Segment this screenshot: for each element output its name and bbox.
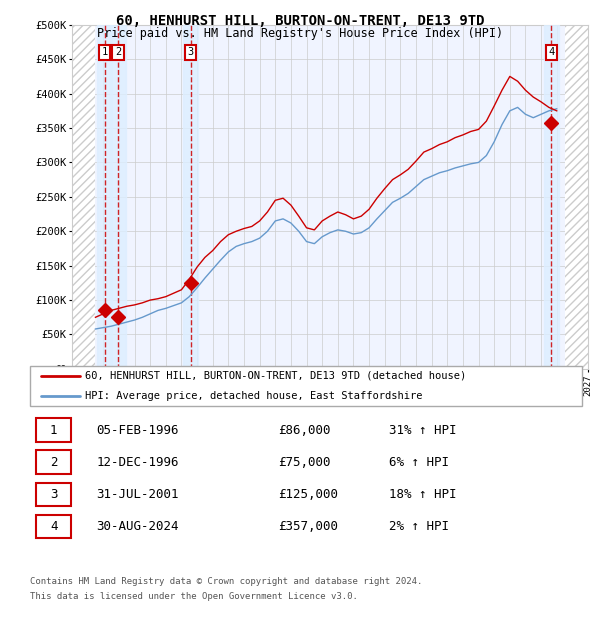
Text: 30-AUG-2024: 30-AUG-2024 [96,520,179,533]
FancyBboxPatch shape [35,515,71,538]
Text: 6% ↑ HPI: 6% ↑ HPI [389,456,449,469]
Bar [565,25,588,369]
Text: £86,000: £86,000 [278,423,331,436]
Text: £125,000: £125,000 [278,488,338,500]
Text: 1: 1 [50,423,58,436]
Bar [97,25,112,369]
Text: 2: 2 [115,47,121,57]
FancyBboxPatch shape [30,366,582,406]
Text: 3: 3 [187,47,194,57]
Text: Contains HM Land Registry data © Crown copyright and database right 2024.: Contains HM Land Registry data © Crown c… [30,577,422,586]
Text: 05-FEB-1996: 05-FEB-1996 [96,423,179,436]
Text: 18% ↑ HPI: 18% ↑ HPI [389,488,457,500]
Text: HPI: Average price, detached house, East Staffordshire: HPI: Average price, detached house, East… [85,391,422,401]
Text: 2% ↑ HPI: 2% ↑ HPI [389,520,449,533]
Text: £357,000: £357,000 [278,520,338,533]
Text: 1: 1 [101,47,108,57]
Bar [72,25,95,369]
Bar [544,25,559,369]
Text: 60, HENHURST HILL, BURTON-ON-TRENT, DE13 9TD: 60, HENHURST HILL, BURTON-ON-TRENT, DE13… [116,14,484,28]
FancyBboxPatch shape [35,418,71,441]
Text: Price paid vs. HM Land Registry's House Price Index (HPI): Price paid vs. HM Land Registry's House … [97,27,503,40]
Text: £75,000: £75,000 [278,456,331,469]
Text: 31% ↑ HPI: 31% ↑ HPI [389,423,457,436]
Text: 12-DEC-1996: 12-DEC-1996 [96,456,179,469]
FancyBboxPatch shape [35,451,71,474]
Bar [110,25,126,369]
FancyBboxPatch shape [35,482,71,506]
Text: 31-JUL-2001: 31-JUL-2001 [96,488,179,500]
Text: 4: 4 [50,520,58,533]
Text: This data is licensed under the Open Government Licence v3.0.: This data is licensed under the Open Gov… [30,592,358,601]
Bar [183,25,199,369]
Text: 60, HENHURST HILL, BURTON-ON-TRENT, DE13 9TD (detached house): 60, HENHURST HILL, BURTON-ON-TRENT, DE13… [85,371,466,381]
Text: 2: 2 [50,456,58,469]
Text: 3: 3 [50,488,58,500]
Text: 4: 4 [548,47,554,57]
